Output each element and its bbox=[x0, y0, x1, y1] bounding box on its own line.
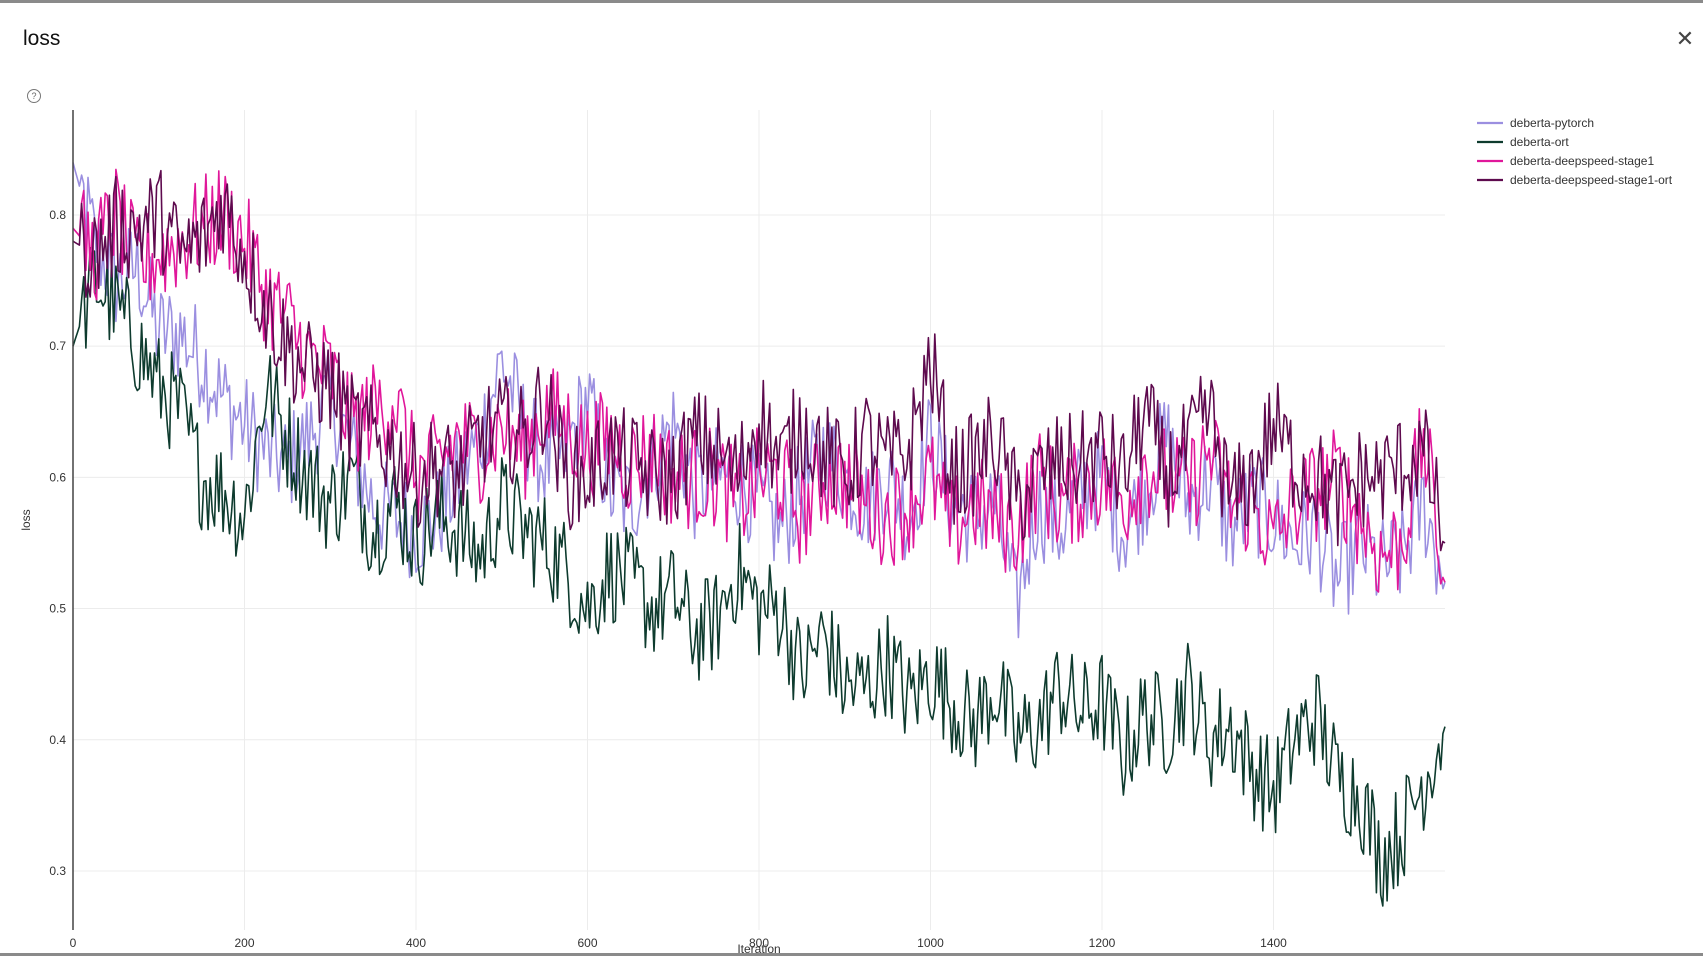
chart-axes: 0 200 400 600 800 1000 1200 1400 0.3 0.4 0.5 0.6 0.7… bbox=[49, 110, 1287, 950]
x-tick-label: 200 bbox=[234, 936, 254, 950]
series-line-deberta-deepspeed-stage1-ort[interactable] bbox=[72, 169, 1446, 552]
x-tick-label: 400 bbox=[406, 936, 426, 950]
x-tick-label: 600 bbox=[577, 936, 597, 950]
legend-label[interactable]: deberta-deepspeed-stage1-ort bbox=[1510, 173, 1673, 187]
x-tick-label: 1200 bbox=[1089, 936, 1116, 950]
x-tick-label: 0 bbox=[70, 936, 77, 950]
y-tick-label: 0.7 bbox=[49, 339, 66, 353]
x-tick-label: 800 bbox=[749, 936, 769, 950]
series-line-deberta-deepspeed-stage1[interactable] bbox=[72, 168, 1446, 593]
chart-series bbox=[72, 162, 1446, 907]
x-tick-label: 1000 bbox=[917, 936, 944, 950]
panel-title: loss bbox=[23, 27, 61, 50]
bottom-border bbox=[0, 953, 1703, 956]
y-tick-label: 0.6 bbox=[49, 470, 66, 484]
series-line-deberta-ort[interactable] bbox=[72, 247, 1446, 907]
help-icon[interactable]: ? bbox=[27, 89, 41, 103]
x-axis-title: Iteration bbox=[737, 942, 780, 956]
y-axis-title: loss bbox=[19, 509, 33, 530]
y-tick-label: 0.8 bbox=[49, 208, 66, 222]
chart-legend[interactable]: deberta-pytorch deberta-ort deberta-deepsp… bbox=[1477, 116, 1673, 187]
legend-label[interactable]: deberta-ort bbox=[1510, 135, 1569, 149]
close-icon[interactable]: ✕ bbox=[1675, 26, 1695, 51]
chart-grid bbox=[72, 110, 1445, 930]
y-tick-label: 0.4 bbox=[49, 733, 66, 747]
y-tick-label: 0.3 bbox=[49, 864, 66, 878]
y-tick-label: 0.5 bbox=[49, 602, 66, 616]
legend-label[interactable]: deberta-pytorch bbox=[1510, 116, 1594, 130]
top-border bbox=[0, 0, 1703, 3]
x-tick-label: 1400 bbox=[1260, 936, 1287, 950]
legend-label[interactable]: deberta-deepspeed-stage1 bbox=[1510, 154, 1654, 168]
